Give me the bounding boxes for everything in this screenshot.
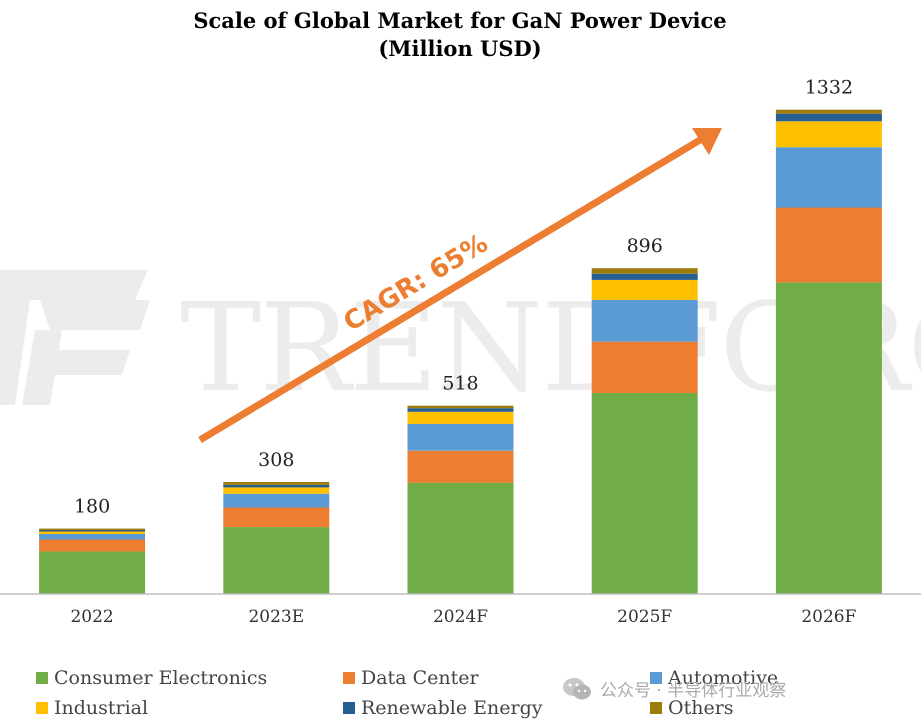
legend-label: Data Center: [361, 667, 479, 689]
bar-segment-consumer-electronics-2023e: [223, 527, 330, 594]
bar-segment-industrial-2025f: [591, 279, 698, 300]
bar-segment-others-2026f: [775, 109, 882, 114]
bar-segment-renewable-energy-2024f: [407, 408, 514, 412]
bar-segment-automotive-2022: [39, 534, 146, 540]
bar-segment-automotive-2026f: [775, 147, 882, 208]
legend-item-consumer-electronics: Consumer Electronics: [36, 663, 267, 693]
bar-segment-consumer-electronics-2022: [39, 551, 146, 594]
legend-item-renewable-energy: Renewable Energy: [343, 693, 542, 723]
legend-item-industrial: Industrial: [36, 693, 148, 723]
wechat-label: 公众号 · 半导体行业观察: [600, 681, 787, 701]
total-label-2023e: 308: [258, 449, 294, 471]
legend-item-data-center: Data Center: [343, 663, 479, 693]
legend-swatch: [36, 702, 48, 714]
legend: Consumer Electronics Data Center Automot…: [0, 662, 921, 724]
x-tick-label-2025f: 2025F: [617, 607, 672, 627]
cagr-arrow: [198, 128, 722, 444]
legend-label: Others: [668, 697, 734, 719]
bar-segment-data-center-2026f: [775, 207, 882, 283]
bar-segment-others-2023e: [223, 482, 330, 485]
bar-segment-data-center-2024f: [407, 450, 514, 483]
chart: TRENDFORCE Scale of Global Market for Ga…: [0, 8, 921, 627]
bar-segment-others-2025f: [591, 268, 698, 274]
total-label-2025f: 896: [627, 235, 663, 257]
x-tick-label-2023e: 2023E: [248, 607, 304, 627]
bar-segment-industrial-2022: [39, 531, 146, 534]
x-tick-label-2024f: 2024F: [433, 607, 488, 627]
bar-segment-automotive-2024f: [407, 423, 514, 451]
bar-segment-consumer-electronics-2025f: [591, 392, 698, 594]
bar-segment-data-center-2023e: [223, 507, 330, 528]
bar-segment-others-2022: [39, 528, 146, 531]
x-tick-label-2022: 2022: [70, 607, 113, 627]
total-label-2024f: 518: [442, 373, 478, 395]
bar-segment-renewable-energy-2025f: [591, 273, 698, 280]
legend-label: Industrial: [54, 697, 149, 719]
trendforce-logo-mark: [0, 270, 150, 405]
bar-segment-consumer-electronics-2024f: [407, 482, 514, 594]
legend-label: Consumer Electronics: [54, 667, 268, 689]
total-label-2026f: 1332: [805, 77, 853, 99]
bar-segment-automotive-2023e: [223, 493, 330, 508]
bar-segment-renewable-energy-2022: [39, 530, 146, 532]
legend-label: Automotive: [668, 667, 779, 689]
legend-item-others: Others: [650, 693, 734, 723]
legend-item-automotive: Automotive: [650, 663, 778, 693]
legend-swatch: [343, 672, 355, 684]
bar-segment-data-center-2025f: [591, 341, 698, 393]
legend-swatch: [343, 702, 355, 714]
arrow-head: [692, 128, 722, 155]
bars: 180 2022 308 2023E 518 2024F 896 2025F 1332 2026F: [39, 77, 882, 627]
bar-segment-renewable-energy-2023e: [223, 484, 330, 488]
legend-swatch: [650, 702, 662, 714]
legend-swatch: [650, 672, 662, 684]
total-label-2022: 180: [74, 496, 110, 518]
x-tick-label-2026f: 2026F: [801, 607, 856, 627]
bar-segment-others-2024f: [407, 405, 514, 409]
bar-segment-automotive-2025f: [591, 299, 698, 342]
legend-label: Renewable Energy: [361, 697, 543, 719]
bar-segment-industrial-2026f: [775, 121, 882, 148]
legend-swatch: [36, 672, 48, 684]
bar-segment-renewable-energy-2026f: [775, 113, 882, 122]
wechat-icon: [563, 677, 591, 699]
chart-title-line-2: (Million USD): [378, 36, 541, 61]
chart-title-line-1: Scale of Global Market for GaN Power Dev…: [193, 8, 726, 33]
wechat-watermark: 公众号 · 半导体行业观察: [562, 676, 786, 701]
bar-segment-industrial-2024f: [407, 411, 514, 424]
bar-segment-consumer-electronics-2026f: [775, 282, 882, 594]
bar-segment-industrial-2023e: [223, 487, 330, 494]
bar-segment-data-center-2022: [39, 539, 146, 552]
